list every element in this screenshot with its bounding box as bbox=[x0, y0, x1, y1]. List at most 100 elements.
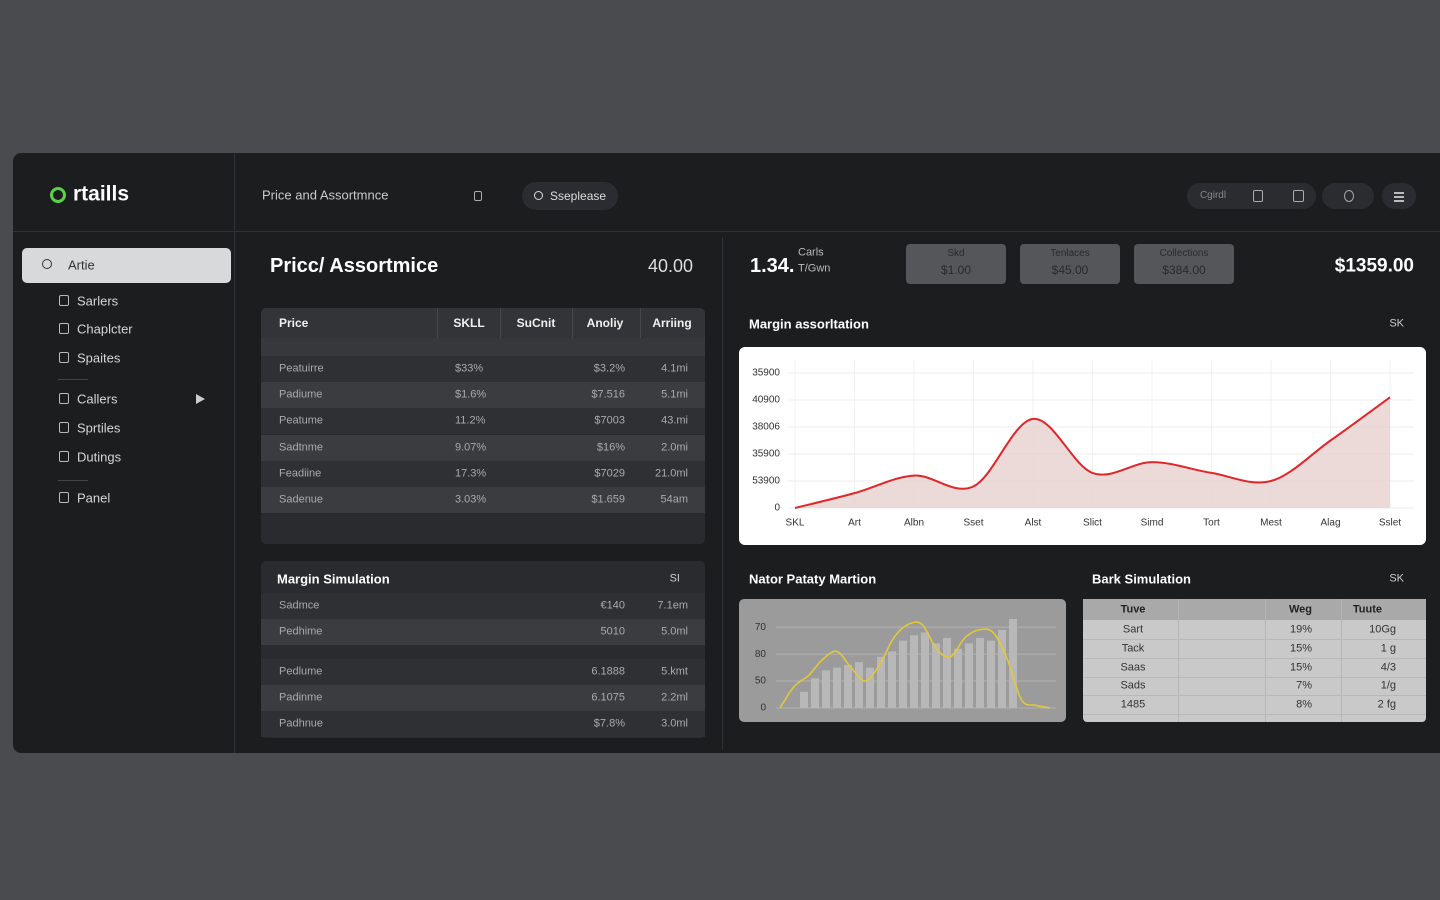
column-header: Arriing bbox=[652, 316, 692, 330]
summary-button[interactable] bbox=[1020, 244, 1120, 284]
dropdown[interactable]: SK bbox=[1389, 317, 1404, 330]
toolbar-icon[interactable] bbox=[1253, 190, 1263, 202]
table-row bbox=[261, 460, 705, 487]
table-cell: Pedhime bbox=[279, 625, 323, 638]
nav-item[interactable]: Callers bbox=[77, 391, 118, 407]
table-row bbox=[261, 711, 705, 737]
table-cell: Sart bbox=[1122, 623, 1144, 636]
table-cell: $1.659 bbox=[591, 493, 625, 506]
panel-title: Margin Simulation bbox=[277, 571, 390, 587]
button-label[interactable]: Skd bbox=[947, 248, 965, 259]
sidebar-search-icon bbox=[42, 259, 52, 269]
button-value[interactable]: $384.00 bbox=[1162, 263, 1206, 277]
table-row bbox=[261, 487, 705, 513]
nav-item[interactable]: Chaplcter bbox=[77, 321, 133, 337]
table-cell: $7003 bbox=[594, 414, 625, 427]
table-cell: 1 g bbox=[1380, 642, 1396, 655]
search-icon bbox=[534, 191, 543, 200]
sidebar-search-text[interactable]: Artie bbox=[68, 257, 95, 273]
nav-icon bbox=[59, 323, 69, 334]
chart-title: Margin assorltation bbox=[749, 316, 869, 332]
nav-item[interactable]: Spaites bbox=[77, 350, 121, 366]
dropdown[interactable]: SI bbox=[669, 572, 680, 585]
table-cell: 5.1mi bbox=[661, 388, 688, 401]
table-cell: Feadiine bbox=[279, 467, 322, 480]
table-cell: 5.0ml bbox=[661, 625, 688, 638]
nav-icon bbox=[59, 393, 69, 404]
row-line bbox=[1083, 676, 1426, 678]
table-row bbox=[261, 619, 705, 645]
table-cell: 6.1888 bbox=[591, 665, 625, 678]
nav-item[interactable]: Sprtiles bbox=[77, 420, 121, 436]
table-cell: 4.1mi bbox=[661, 362, 688, 375]
menu-line bbox=[1394, 200, 1404, 202]
table-cell: 9.07% bbox=[455, 441, 487, 454]
table-stripe bbox=[261, 338, 705, 356]
sidebar-search[interactable] bbox=[22, 248, 231, 283]
column-separator bbox=[1178, 599, 1179, 722]
margin-chart-card bbox=[739, 347, 1426, 545]
table-cell: 2.0mi bbox=[661, 441, 688, 454]
header-divider bbox=[13, 231, 1440, 232]
nav-icon bbox=[59, 295, 69, 306]
summary-total: $1359.00 bbox=[1334, 255, 1414, 277]
table-cell: $16% bbox=[596, 441, 625, 454]
column-header: SKLL bbox=[453, 316, 485, 330]
table-header bbox=[1083, 599, 1426, 620]
table-cell: $7.516 bbox=[591, 388, 625, 401]
toolbar-icon[interactable] bbox=[1344, 190, 1354, 202]
search-text[interactable]: Sseplease bbox=[550, 189, 607, 203]
summary-caption: T/Gwn bbox=[798, 262, 831, 275]
toolbar-label[interactable]: Cgirdl bbox=[1199, 190, 1227, 201]
column-separator bbox=[500, 308, 501, 338]
button-label[interactable]: Tenlaces bbox=[1050, 248, 1090, 259]
table-cell: 15% bbox=[1289, 642, 1312, 655]
button-value[interactable]: $1.00 bbox=[940, 263, 972, 277]
nav-icon bbox=[59, 492, 69, 503]
table-cell: Padhnue bbox=[279, 717, 324, 730]
logo: rtaills bbox=[73, 182, 130, 206]
summary-value: 1.34. bbox=[750, 255, 795, 277]
table-cell: €140 bbox=[600, 599, 625, 612]
table-cell: 2 fg bbox=[1377, 698, 1396, 711]
table-cell: 17.3% bbox=[455, 467, 487, 480]
breadcrumb-icon bbox=[474, 191, 482, 201]
table-cell: 19% bbox=[1289, 623, 1312, 636]
button-value[interactable]: $45.00 bbox=[1051, 263, 1089, 277]
column-header: Anoliy bbox=[586, 316, 624, 330]
menu-line bbox=[1394, 196, 1404, 198]
nav-arrow[interactable] bbox=[196, 394, 205, 404]
table-cell: $7029 bbox=[594, 467, 625, 480]
table-header bbox=[261, 308, 705, 338]
table-row bbox=[261, 408, 705, 435]
sidebar-divider bbox=[234, 153, 235, 753]
summary-button[interactable] bbox=[906, 244, 1006, 284]
button-label[interactable]: Collections bbox=[1159, 248, 1209, 259]
menu-line bbox=[1394, 192, 1404, 194]
logo-icon bbox=[50, 187, 66, 203]
table-cell: 1/g bbox=[1380, 679, 1396, 692]
chart-title: Nator Pataty Martion bbox=[749, 571, 877, 587]
table-cell: Peatume bbox=[279, 414, 324, 427]
table-cell: 4/3 bbox=[1380, 661, 1396, 674]
dropdown[interactable]: SK bbox=[1389, 572, 1404, 585]
summary-button[interactable] bbox=[1134, 244, 1234, 284]
table-cell: 5.kmt bbox=[661, 665, 688, 678]
table-cell: 21.0ml bbox=[654, 467, 688, 480]
table-cell: 7% bbox=[1296, 679, 1312, 692]
table-cell: Tack bbox=[1121, 642, 1145, 655]
nav-item[interactable]: Panel bbox=[77, 490, 111, 506]
column-header: Price bbox=[279, 316, 309, 330]
toolbar-icon[interactable] bbox=[1293, 190, 1304, 202]
nav-item[interactable]: Dutings bbox=[77, 449, 122, 465]
table-cell: $1.6% bbox=[455, 388, 487, 401]
toolbar-group[interactable] bbox=[1187, 183, 1316, 209]
table-cell: Peatuirre bbox=[279, 362, 324, 375]
column-header: SuCnit bbox=[516, 316, 556, 330]
table-cell: 3.03% bbox=[455, 493, 487, 506]
table-cell: 1485 bbox=[1120, 698, 1146, 711]
row-line bbox=[1083, 657, 1426, 659]
table-cell: 15% bbox=[1289, 661, 1312, 674]
nav-item[interactable]: Sarlers bbox=[77, 293, 119, 309]
